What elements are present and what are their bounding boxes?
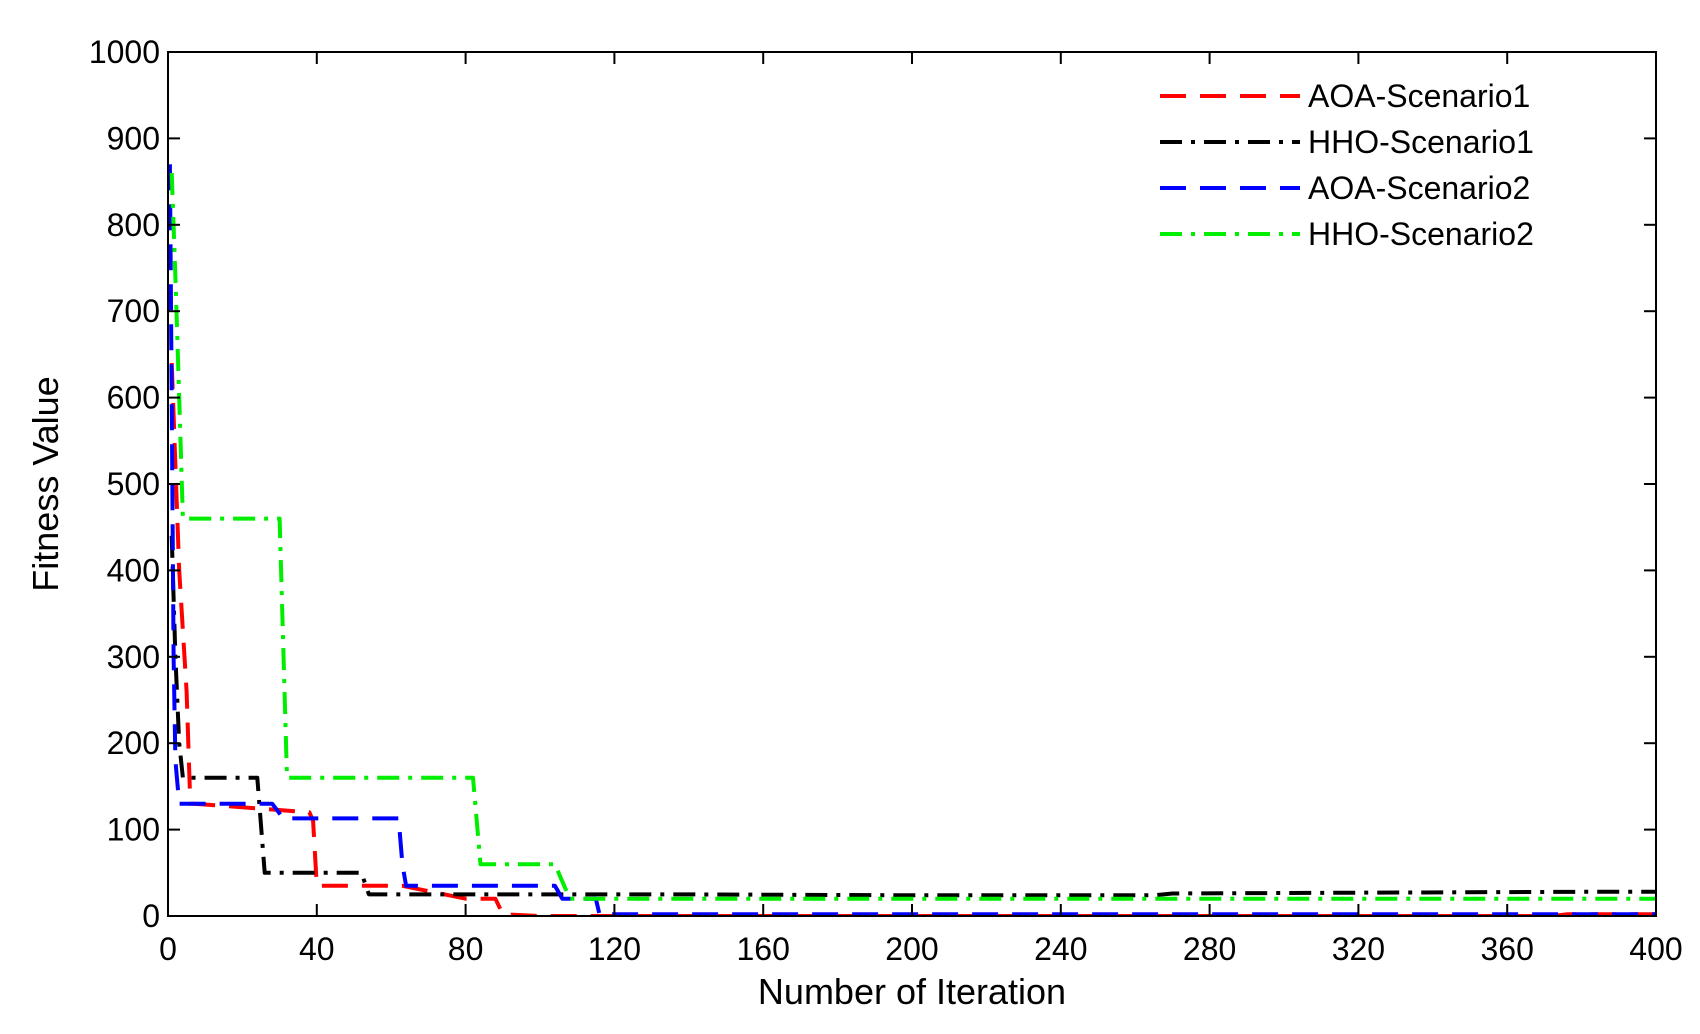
legend-label: AOA-Scenario1 [1308, 78, 1530, 114]
y-tick-label: 400 [107, 552, 160, 588]
y-axis: 0 100 200 300 400 500 600 700 800 900 1000 [89, 34, 1656, 934]
y-tick-label: 300 [107, 639, 160, 675]
series-line-hho-scenario2 [169, 172, 1656, 901]
x-tick-label: 160 [737, 931, 790, 967]
x-tick-label: 0 [159, 931, 177, 967]
y-tick-label: 1000 [89, 34, 160, 70]
series-line-hho-scenario1 [169, 535, 1656, 898]
y-axis-title: Fitness Value [25, 376, 66, 591]
legend-label: AOA-Scenario2 [1308, 170, 1530, 206]
legend-label: HHO-Scenario1 [1308, 124, 1534, 160]
y-tick-label: 800 [107, 207, 160, 243]
x-tick-label: 80 [448, 931, 484, 967]
y-tick-label: 500 [107, 466, 160, 502]
series-line-aoa-scenario1 [169, 362, 1656, 916]
y-tick-label: 200 [107, 725, 160, 761]
y-tick-label: 900 [107, 120, 160, 156]
y-tick-label: 600 [107, 380, 160, 416]
x-tick-label: 40 [299, 931, 335, 967]
x-tick-label: 320 [1332, 931, 1385, 967]
x-tick-label: 280 [1183, 931, 1236, 967]
x-axis-title: Number of Iteration [758, 971, 1066, 1012]
y-tick-label: 0 [142, 898, 160, 934]
x-axis: 0 40 80 120 160 200 240 280 320 360 400 [159, 52, 1683, 967]
x-tick-label: 120 [588, 931, 641, 967]
y-tick-label: 700 [107, 293, 160, 329]
series-layer [168, 164, 1656, 916]
x-tick-label: 240 [1034, 931, 1087, 967]
x-tick-label: 200 [885, 931, 938, 967]
x-tick-label: 360 [1481, 931, 1534, 967]
y-tick-label: 100 [107, 812, 160, 848]
x-tick-label: 400 [1629, 931, 1682, 967]
legend: AOA-Scenario1 HHO-Scenario1 AOA-Scenario2 H… [1160, 78, 1534, 252]
legend-label: HHO-Scenario2 [1308, 216, 1534, 252]
